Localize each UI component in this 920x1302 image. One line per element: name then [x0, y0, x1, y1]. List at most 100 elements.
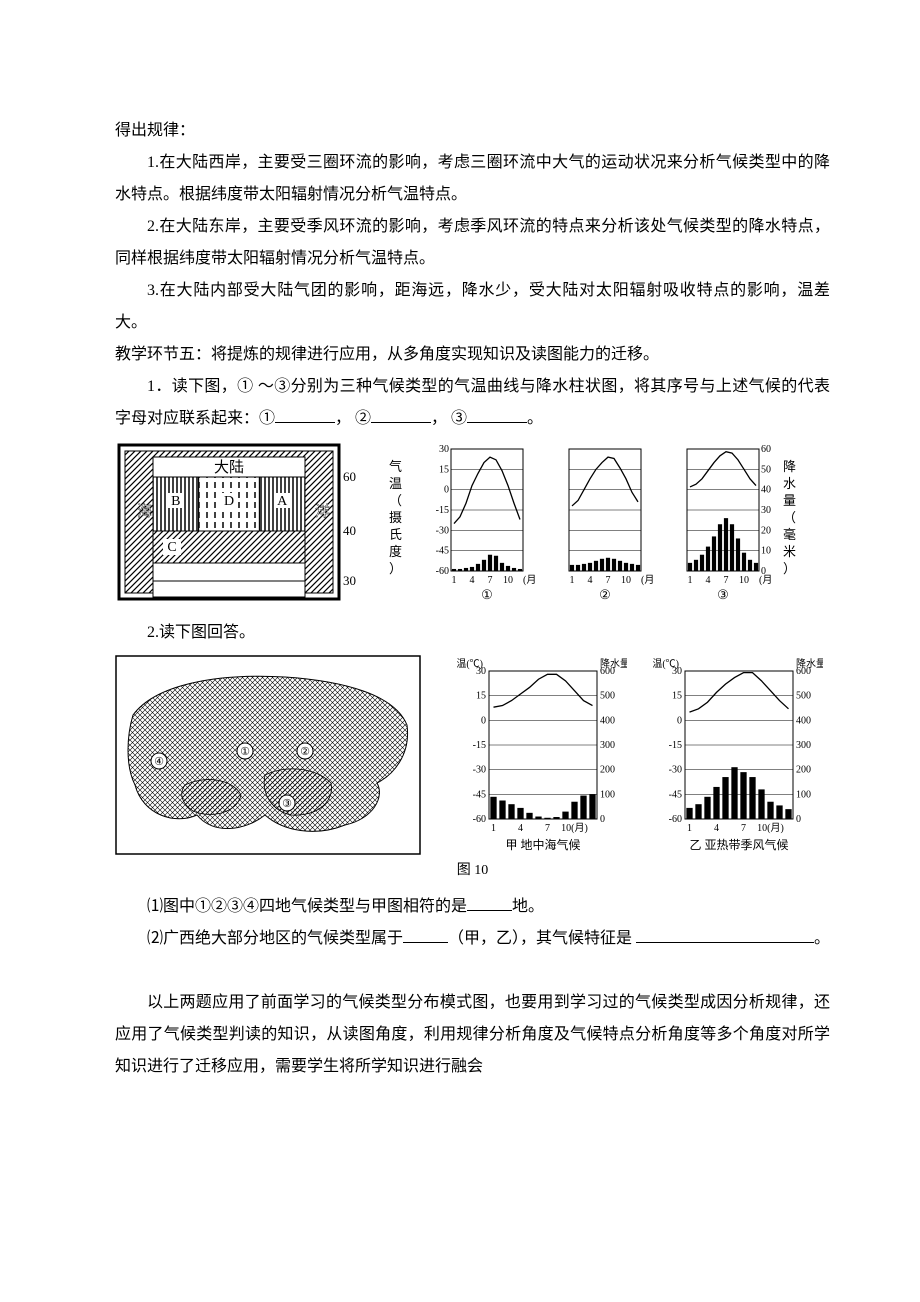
svg-text:气温(℃): 气温(℃) [653, 657, 679, 670]
svg-text:60: 60 [343, 469, 356, 484]
svg-text:4: 4 [470, 575, 475, 586]
svg-text:400: 400 [796, 715, 811, 726]
svg-text:-60: -60 [436, 566, 449, 577]
q22-text-c: 。 [814, 923, 830, 955]
svg-text:4: 4 [518, 823, 523, 834]
svg-text:15: 15 [672, 691, 682, 702]
svg-text:200: 200 [761, 525, 771, 536]
svg-text:-30: -30 [669, 765, 682, 776]
q1-text-b: ， ② [335, 410, 371, 427]
svg-text:温: 温 [389, 476, 402, 491]
svg-text:7: 7 [606, 575, 611, 586]
svg-text:-60: -60 [669, 814, 682, 825]
q1-text-c: ， ③ [431, 410, 467, 427]
svg-text:100: 100 [796, 789, 811, 800]
svg-text:7: 7 [741, 823, 746, 834]
svg-text:600: 600 [761, 444, 771, 455]
svg-text:降水量(mm): 降水量(mm) [796, 657, 823, 670]
svg-text:10(月): 10(月) [561, 822, 588, 834]
svg-text:D: D [224, 494, 234, 509]
para-stage-5: 教学环节五：将提炼的规律进行应用，从多角度实现知识及读图能力的迁移。 [115, 339, 830, 371]
q21-text-b: 地。 [512, 898, 544, 915]
svg-text:10: 10 [503, 575, 513, 586]
svg-text:摄: 摄 [389, 510, 402, 525]
caption-fig10: 图 10 [115, 857, 830, 885]
question-2-heading: 2.读下图回答。 [115, 617, 830, 649]
asia-map: ①②③④ [115, 655, 421, 855]
svg-text:4: 4 [706, 575, 711, 586]
svg-text:-15: -15 [436, 505, 449, 516]
svg-text:400: 400 [600, 715, 615, 726]
svg-text:水: 水 [783, 476, 796, 491]
svg-text:7: 7 [545, 823, 550, 834]
climate-axis-left-label: 气温（摄氏度） [377, 441, 417, 603]
svg-text:40: 40 [343, 523, 356, 538]
q22-text-b: （甲，乙），其气候特征是 [448, 930, 632, 947]
svg-text:300: 300 [796, 740, 811, 751]
climate-axis-right-label: 降水量（毫米） [779, 441, 813, 603]
summary-para: 以上两题应用了前面学习的气候类型分布模式图，也要用到学习过的气候类型成因分析规律… [115, 987, 830, 1083]
svg-text:500: 500 [796, 691, 811, 702]
svg-text:②: ② [300, 746, 310, 758]
svg-text:气: 气 [389, 459, 402, 474]
svg-text:0: 0 [481, 715, 486, 726]
svg-text:300: 300 [600, 740, 615, 751]
svg-text:0: 0 [444, 485, 449, 496]
figure-row-1: 大陆BDAC海洋604030 气温（摄氏度） 30150-15-30-45-60… [115, 441, 830, 603]
blank-4[interactable] [467, 894, 512, 911]
svg-text:(月): (月) [523, 574, 535, 586]
svg-text:200: 200 [600, 765, 615, 776]
svg-text:0: 0 [796, 814, 801, 825]
svg-text:）: ） [783, 561, 796, 576]
para-rule-3: 3.在大陆内部受大陆气团的影响，距海远，降水少，受大陆对太阳辐射吸收特点的影响，… [115, 275, 830, 339]
svg-text:-45: -45 [473, 789, 486, 800]
svg-text:100: 100 [600, 789, 615, 800]
svg-text:0: 0 [677, 715, 682, 726]
svg-text:30: 30 [343, 573, 356, 588]
svg-text:200: 200 [796, 765, 811, 776]
svg-text:15: 15 [439, 464, 449, 475]
svg-text:10: 10 [621, 575, 631, 586]
svg-text:(月): (月) [641, 574, 653, 586]
question-2-2: ⑵广西绝大部分地区的气候类型属于 （甲，乙），其气候特征是 。 [115, 923, 830, 955]
svg-text:降: 降 [783, 459, 796, 474]
svg-text:15: 15 [476, 691, 486, 702]
blank-2[interactable] [371, 406, 431, 423]
question-2-1: ⑴图中①②③④四地气候类型与甲图相符的是 地。 [115, 891, 830, 923]
svg-text:0: 0 [600, 814, 605, 825]
climate-chart-1: 30150-15-30-45-6014710(月)① [425, 441, 535, 603]
blank-5[interactable] [403, 926, 448, 943]
svg-text:A: A [277, 494, 288, 509]
svg-text:100: 100 [761, 546, 771, 557]
svg-text:1: 1 [687, 823, 692, 834]
q1-text-d: 。 [527, 410, 543, 427]
svg-text:1: 1 [570, 575, 575, 586]
svg-text:10: 10 [739, 575, 749, 586]
blank-6[interactable] [636, 942, 814, 943]
svg-text:①: ① [240, 746, 250, 758]
svg-text:甲 地中海气候: 甲 地中海气候 [505, 837, 580, 852]
svg-text:③: ③ [717, 587, 729, 602]
svg-text:度: 度 [389, 544, 402, 559]
blank-3[interactable] [467, 406, 527, 423]
svg-text:-15: -15 [473, 740, 486, 751]
svg-text:C: C [167, 540, 176, 555]
svg-text:（: （ [783, 510, 796, 525]
climate-chart-yi: 30600155000400-15300-30200-45100-600气温(℃… [653, 655, 823, 855]
svg-text:氏: 氏 [389, 527, 402, 542]
svg-text:4: 4 [714, 823, 719, 834]
climate-chart-jia: 30600155000400-15300-30200-45100-600气温(℃… [457, 655, 627, 855]
svg-text:7: 7 [724, 575, 729, 586]
svg-text:1: 1 [452, 575, 457, 586]
svg-text:-15: -15 [669, 740, 682, 751]
q21-text-a: ⑴图中①②③④四地气候类型与甲图相符的是 [147, 898, 467, 915]
svg-text:③: ③ [282, 798, 292, 810]
svg-text:500: 500 [600, 691, 615, 702]
question-1: 1．读下图，① ～③分别为三种气候类型的气温曲线与降水柱状图，将其序号与上述气候… [115, 371, 830, 435]
svg-text:-45: -45 [669, 789, 682, 800]
svg-text:①: ① [481, 587, 493, 602]
blank-1[interactable] [275, 406, 335, 423]
svg-text:毫: 毫 [783, 527, 796, 542]
svg-text:-60: -60 [473, 814, 486, 825]
q22-text-a: ⑵广西绝大部分地区的气候类型属于 [147, 930, 403, 947]
